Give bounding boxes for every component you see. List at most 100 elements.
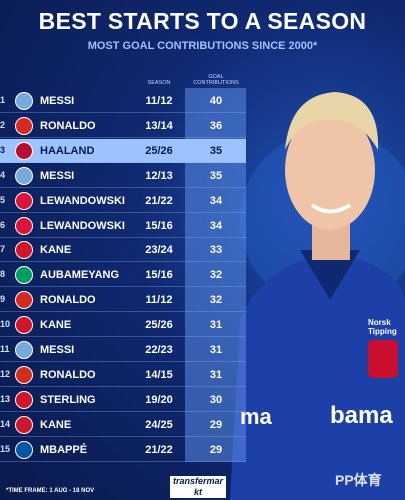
season: 21/22 — [145, 194, 173, 207]
season: 25/26 — [145, 319, 173, 332]
rank: 7 — [0, 244, 6, 255]
table-row: 7 KANE 23/24 33 — [0, 238, 246, 263]
player-name: MESSI — [40, 169, 75, 182]
rank: 6 — [0, 219, 6, 230]
flag — [15, 266, 33, 285]
flag — [15, 241, 33, 260]
table-row: 15 MBAPPÉ 21/22 29 — [0, 438, 246, 462]
title: BEST STARTS TO A SEASON — [38, 8, 367, 34]
column-header: SEASON — [147, 80, 171, 86]
season: 25/26 — [145, 144, 173, 157]
rank: 2 — [0, 119, 6, 130]
contributions: 30 — [209, 393, 223, 406]
rank: 1 — [0, 95, 6, 105]
table-row: 9 RONALDO 11/12 32 — [0, 288, 246, 313]
contributions: 40 — [209, 95, 223, 107]
contributions: 35 — [209, 169, 223, 182]
contributions: 35 — [209, 144, 223, 157]
contributions: 29 — [209, 418, 223, 431]
rank: 15 — [0, 443, 11, 454]
season: 23/24 — [145, 244, 173, 257]
contributions: 29 — [209, 443, 223, 456]
table-row: 5 LEWANDOWSKI 21/22 34 — [0, 189, 246, 213]
season: 22/23 — [145, 344, 173, 356]
flag — [15, 365, 33, 384]
sponsor: bama — [330, 402, 393, 429]
flag — [15, 216, 33, 235]
flag — [15, 191, 33, 210]
rank: 13 — [0, 393, 11, 404]
flag — [15, 141, 33, 160]
rank: 8 — [0, 269, 6, 280]
season: 13/14 — [145, 119, 173, 132]
player-name: MESSI — [40, 95, 75, 107]
rank: 9 — [0, 294, 6, 305]
flag — [15, 92, 33, 110]
table-row: 8 AUBAMEYANG 15/16 32 — [0, 263, 246, 288]
table-row: 11 MESSI 22/23 31 — [0, 338, 246, 362]
table-row: 10 KANE 25/26 31 — [0, 313, 246, 338]
player-name: KANE — [40, 244, 72, 257]
face — [285, 110, 375, 230]
flag — [15, 116, 33, 135]
flag — [15, 390, 33, 409]
player-name: MESSI — [40, 344, 75, 356]
subtitle: MOST GOAL CONTRIBUTIONS SINCE 2000* — [87, 40, 318, 52]
player-name: KANE — [40, 418, 72, 431]
season: 14/15 — [145, 368, 173, 381]
flag — [15, 415, 33, 434]
sponsor: Norsk Tipping — [368, 318, 397, 336]
hair — [285, 92, 379, 150]
season: 24/25 — [145, 418, 173, 431]
season: 11/12 — [145, 294, 173, 307]
footnote: *TIME FRAME: 1 AUG - 18 NOV — [6, 488, 95, 494]
rank: 12 — [0, 368, 11, 379]
table-row: 1 MESSI 11/12 40 — [0, 89, 246, 113]
table-row: 2 RONALDO 13/14 36 — [0, 114, 246, 138]
player-name: KANE — [40, 319, 72, 332]
season: 11/12 — [145, 95, 173, 107]
contributions: 36 — [209, 119, 223, 132]
player-name: AUBAMEYANG — [40, 269, 120, 282]
season: 19/20 — [145, 393, 173, 406]
table-row: 6 LEWANDOWSKI 15/16 34 — [0, 214, 246, 238]
season: 15/16 — [145, 219, 173, 232]
table-row: 4 MESSI 12/13 35 — [0, 164, 246, 188]
column-header: GOAL CONTRIBUTIONS — [193, 74, 239, 86]
player-name: RONALDO — [40, 119, 96, 132]
rank: 4 — [0, 169, 6, 180]
player-name: MBAPPÉ — [40, 443, 88, 456]
player-name: LEWANDOWSKI — [40, 194, 125, 207]
rank: 5 — [0, 194, 6, 205]
rank: 14 — [0, 418, 11, 429]
flag — [15, 341, 33, 359]
rank: 11 — [0, 344, 10, 354]
contributions: 32 — [209, 269, 223, 282]
player-name: HAALAND — [40, 144, 95, 157]
player-name: RONALDO — [40, 294, 96, 307]
rank: 3 — [0, 144, 6, 155]
rank: 10 — [0, 319, 11, 330]
flag — [15, 291, 33, 310]
season: 12/13 — [145, 169, 173, 182]
player-name: RONALDO — [40, 368, 96, 381]
smile — [310, 203, 352, 214]
player-name: LEWANDOWSKI — [40, 219, 125, 232]
contributions: 33 — [209, 244, 223, 257]
contributions: 31 — [209, 344, 223, 356]
contributions: 32 — [209, 294, 223, 307]
table-row: 14 KANE 24/25 29 — [0, 413, 246, 437]
season: 15/16 — [145, 269, 173, 282]
contributions: 34 — [209, 219, 223, 232]
table-row: 3 HAALAND 25/26 35 — [0, 138, 246, 163]
watermark: PP体育 — [335, 472, 382, 488]
table-row: 13 STERLING 19/20 30 — [0, 388, 246, 412]
table-row: 12 RONALDO 14/15 31 — [0, 363, 246, 387]
contributions: 34 — [209, 194, 223, 207]
badge — [368, 340, 398, 378]
flag — [15, 440, 33, 459]
player-name: STERLING — [40, 393, 96, 406]
logo: transfermarkt — [170, 476, 226, 498]
